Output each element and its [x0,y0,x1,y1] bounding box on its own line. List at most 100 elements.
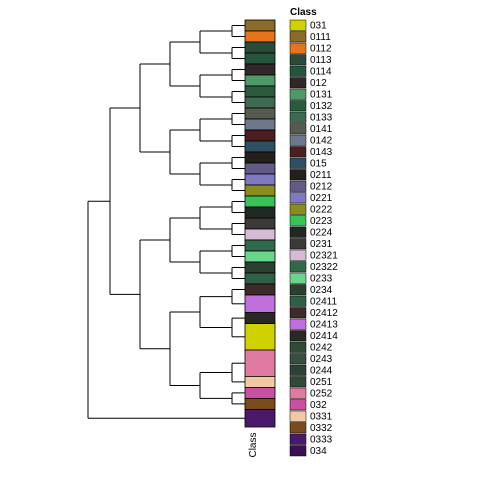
legend-label: 0221 [310,193,333,204]
heatmap-cell [245,387,275,398]
legend-swatch [290,411,306,422]
legend-swatch [290,250,306,261]
legend-swatch [290,193,306,204]
heatmap-cell [245,86,275,97]
heatmap-cell [245,376,275,387]
heatmap-cell [245,196,275,207]
chart-svg: ClassClass031011101120113011401201310132… [0,0,504,504]
heatmap-cell [245,398,275,409]
legend-swatch [290,400,306,411]
legend-label: 0111 [310,32,331,43]
legend-label: 0234 [310,285,333,296]
legend-label: 0133 [310,113,333,124]
dendrogram-figure: ClassClass031011101120113011401201310132… [0,0,504,504]
legend-label: 0211 [310,170,332,181]
heatmap-cell [245,119,275,130]
legend-label: 012 [310,78,327,89]
legend-swatch [290,89,306,100]
legend-label: 02411 [310,297,338,308]
legend-swatch [290,101,306,112]
legend-label: 0131 [310,90,333,101]
legend-label: 034 [310,446,327,457]
heatmap-cell [245,313,275,324]
legend-label: 0132 [310,101,333,112]
legend-label: 0252 [310,389,333,400]
heatmap-cell [245,42,275,53]
heatmap-cell [245,262,275,273]
legend-swatch [290,66,306,77]
heatmap-cell [245,174,275,185]
legend-swatch [290,43,306,54]
heatmap-cell [245,141,275,152]
heatmap-cell [245,273,275,284]
legend-swatch [290,377,306,388]
legend-label: 0142 [310,136,333,147]
legend-label: 0141 [310,124,333,135]
legend-label: 031 [310,21,327,32]
legend-label: 032 [310,400,327,411]
legend-swatch [290,296,306,307]
legend-swatch [290,78,306,89]
legend-swatch [290,354,306,365]
heatmap-cell [245,240,275,251]
legend-swatch [290,135,306,146]
legend-title: Class [290,7,317,18]
legend-swatch [290,423,306,434]
heatmap-cell [245,409,275,427]
heatmap-cell [245,229,275,240]
heatmap-cell [245,31,275,42]
heatmap-cell [245,130,275,141]
legend-label: 0212 [310,182,333,193]
legend-swatch [290,216,306,227]
legend-label: 0112 [310,44,332,55]
legend-label: 015 [310,159,327,170]
legend-label: 0113 [310,55,332,66]
legend-swatch [290,239,306,250]
legend-swatch [290,112,306,123]
legend-swatch [290,342,306,353]
legend-label: 02322 [310,262,338,273]
heatmap-cell [245,108,275,119]
legend-label: 0244 [310,366,333,377]
legend-swatch [290,262,306,273]
legend-swatch [290,319,306,330]
legend-label: 02321 [310,251,338,262]
legend-swatch [290,147,306,158]
legend-label: 0231 [310,239,333,250]
legend-label: 0332 [310,423,333,434]
legend-label: 02414 [310,331,338,342]
legend-swatch [290,32,306,43]
legend-swatch [290,388,306,399]
legend-swatch [290,55,306,66]
legend-label: 0251 [310,377,333,388]
legend-label: 0242 [310,343,333,354]
legend-swatch [290,170,306,181]
legend-swatch [290,434,306,445]
legend-swatch [290,331,306,342]
legend-label: 0143 [310,147,333,158]
legend-label: 0114 [310,67,332,78]
legend-swatch [290,273,306,284]
heatmap-cell [245,185,275,196]
legend-label: 02413 [310,320,338,331]
legend-swatch [290,308,306,319]
heatmap-cell [245,295,275,313]
legend-label: 0222 [310,205,333,216]
legend-swatch [290,20,306,31]
legend-label: 0331 [310,412,333,423]
legend-label: 0224 [310,228,333,239]
legend-label: 0223 [310,216,333,227]
legend-swatch [290,181,306,192]
legend-swatch [290,365,306,376]
heatmap-cell [245,251,275,262]
legend-label: 0233 [310,274,333,285]
legend-swatch [290,158,306,169]
legend-swatch [290,285,306,296]
heatmap-cell [245,163,275,174]
legend-swatch [290,446,306,457]
legend-swatch [290,124,306,135]
heatmap-cell [245,350,275,376]
heatmap-cell [245,75,275,86]
legend-swatch [290,204,306,215]
heatmap-cell [245,284,275,295]
